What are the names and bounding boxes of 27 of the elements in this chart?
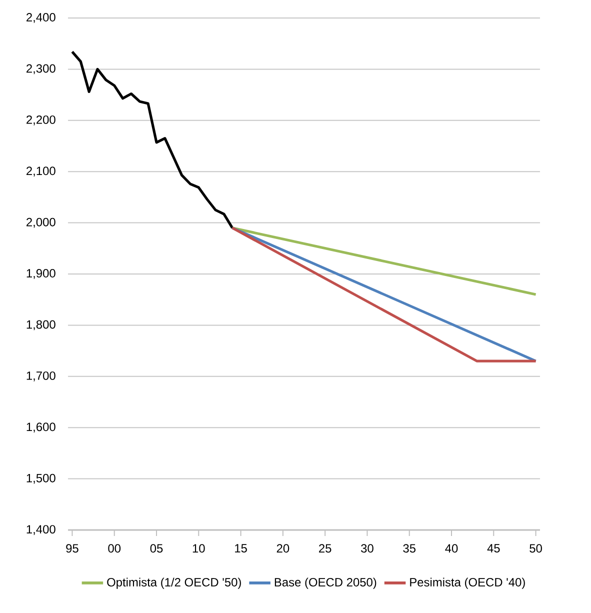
y-tick-label: 2,400: [26, 13, 56, 23]
x-tick-label: 45: [487, 544, 500, 552]
x-tick-label: 50: [530, 544, 542, 553]
y-tick-label: 1,800: [26, 320, 56, 330]
y-tick-label: 1,500: [26, 474, 56, 484]
x-tick-label: 35: [403, 544, 416, 553]
x-tick-label: 30: [361, 544, 374, 553]
legend-label: Optimista (1/2 OECD '50): [107, 578, 241, 589]
y-tick-label: 2,100: [26, 166, 56, 177]
x-tick-label: 20: [276, 544, 290, 553]
y-tick-label: 1,400: [26, 525, 56, 535]
y-tick-label: 1,600: [26, 422, 56, 433]
x-tick-label: 00: [108, 544, 121, 553]
line-series: [70, 50, 234, 230]
x-tick-label: 05: [150, 544, 163, 553]
legend-label: Base (OECD 2050): [274, 578, 376, 589]
y-tick-label: 2,300: [26, 64, 56, 74]
legend-label: Pesimista (OECD '40): [410, 578, 525, 589]
y-tick-label: 2,000: [26, 218, 56, 228]
x-tick-label: 95: [66, 544, 78, 553]
x-tick-label: 25: [319, 544, 332, 553]
y-tick-label: 1,900: [26, 269, 56, 279]
x-tick-label: 10: [192, 544, 205, 553]
x-tick-label: 40: [445, 544, 458, 553]
x-tick-label: 15: [235, 544, 247, 552]
y-tick-label: 1,700: [26, 371, 56, 382]
y-tick-label: 2,200: [26, 115, 56, 126]
